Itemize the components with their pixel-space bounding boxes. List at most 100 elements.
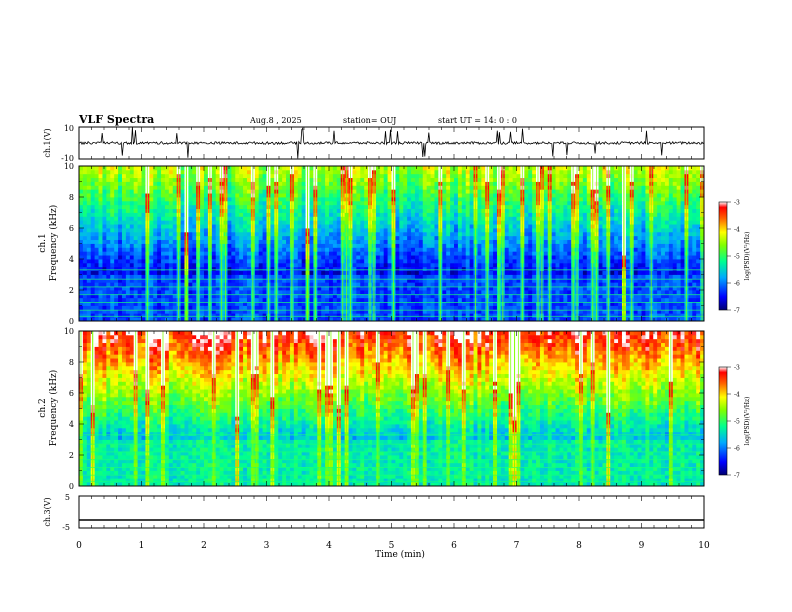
- spectrogram-cell: [329, 251, 334, 256]
- spectrogram-cell: [94, 231, 99, 237]
- spectrogram-cell: [692, 305, 697, 310]
- spectrogram-cell: [321, 274, 326, 279]
- spectrogram-cell: [668, 262, 674, 268]
- spectrogram-cell: [563, 235, 568, 241]
- spectrogram-cell: [426, 208, 431, 213]
- spectrogram-cell: [645, 259, 650, 264]
- spectrogram-cell: [133, 251, 138, 256]
- spectrogram-cell: [512, 297, 517, 303]
- spectrogram-cell: [121, 208, 127, 213]
- spectrogram-cell: [180, 251, 185, 256]
- spectrogram-cell: [204, 243, 209, 248]
- spectrogram-cell: [637, 224, 642, 229]
- spectrogram-cell: [192, 208, 197, 213]
- spectrogram-cell: [457, 282, 463, 287]
- spectrogram-cell: [567, 262, 572, 268]
- spectrogram-cell: [672, 274, 678, 279]
- spectrogram-cell: [461, 251, 467, 256]
- spectrogram-cell: [211, 239, 217, 244]
- spectrogram-cell: [86, 255, 92, 260]
- spectrogram-cell: [477, 262, 482, 268]
- spectrogram-cell: [430, 255, 435, 260]
- spectrogram-cell: [153, 212, 158, 217]
- spectrogram-cell: [403, 301, 408, 306]
- spectrogram-cell: [329, 286, 334, 291]
- spectrogram-cell: [129, 305, 135, 310]
- spectrogram-cell: [457, 216, 463, 221]
- spectrogram-cell: [422, 251, 428, 256]
- spectrogram-cell: [118, 262, 123, 268]
- spectrogram-cell: [121, 228, 127, 233]
- spectrogram-cell: [254, 278, 260, 283]
- spectrogram-cell: [329, 274, 334, 279]
- spectrogram-cell: [110, 259, 115, 264]
- spectrogram-cell: [672, 247, 678, 252]
- spectrogram-cell: [430, 224, 435, 229]
- spectrogram-cell: [309, 305, 314, 310]
- spectrogram-cell: [364, 282, 369, 287]
- spectrogram-cell: [696, 204, 701, 210]
- spectrogram-cell: [180, 255, 185, 260]
- spectrogram-cell: [118, 251, 123, 256]
- spectrogram-cell: [133, 297, 138, 303]
- spectrogram-cell: [149, 208, 154, 213]
- spectrogram-cell: [90, 259, 96, 264]
- spectrogram-cell: [395, 297, 400, 303]
- spectrogram-cell: [286, 247, 291, 252]
- spectrogram-cell: [543, 251, 549, 256]
- spectrogram-cell: [641, 282, 646, 287]
- spectrogram-cell: [254, 220, 260, 225]
- spectrogram-cell: [317, 228, 322, 233]
- spectrogram-cell: [168, 212, 174, 217]
- spectrogram-cell: [137, 290, 142, 295]
- spectrogram-cell: [672, 220, 678, 225]
- spectrogram-cell: [602, 282, 607, 287]
- spectrogram-cell: [133, 228, 138, 233]
- spectrogram-cell: [254, 251, 260, 256]
- spectrogram-cell: [457, 220, 463, 225]
- spectrogram-cell: [692, 228, 697, 233]
- spectrogram-cell: [493, 290, 498, 295]
- spectrogram-cell: [567, 313, 572, 318]
- spectrogram-cell: [118, 204, 123, 210]
- spectrogram-cell: [688, 235, 693, 241]
- spectrogram-cell: [239, 224, 244, 229]
- spectrogram-cell: [227, 313, 232, 318]
- spectrogram-cell: [559, 293, 564, 299]
- spectrogram-cell: [528, 255, 533, 260]
- spectrogram-cell: [692, 235, 697, 241]
- spectrogram-cell: [504, 293, 510, 299]
- spectrogram-cell: [512, 278, 517, 283]
- spectrogram-cell: [321, 251, 326, 256]
- spectrogram-cell: [465, 317, 471, 322]
- spectrogram-cell: [688, 282, 693, 287]
- spectrogram-cell: [664, 220, 670, 225]
- spectrogram-cell: [309, 200, 314, 206]
- spectrogram-cell: [680, 278, 685, 283]
- spectrogram-cell: [422, 255, 428, 260]
- spectrogram-cell: [454, 259, 459, 264]
- spectrogram-cell: [235, 262, 240, 268]
- spectrogram-cell: [90, 262, 96, 268]
- spectrogram-cell: [102, 290, 107, 295]
- spectrogram-cell: [508, 282, 513, 287]
- spectrogram-cell: [450, 301, 455, 306]
- spectrogram-cell: [180, 224, 185, 229]
- spectrogram-cell: [258, 216, 263, 221]
- spectrogram-cell: [407, 220, 412, 225]
- spectrogram-cell: [446, 251, 451, 256]
- spectrogram-cell: [133, 262, 138, 268]
- spectrogram-cell: [125, 286, 131, 291]
- spectrogram-cell: [282, 251, 287, 256]
- spectrogram-cell: [532, 224, 537, 229]
- spectrogram-cell: [336, 286, 342, 291]
- spectrogram-cell: [516, 317, 521, 322]
- spectrogram-cell: [567, 266, 572, 272]
- spectrogram-cell: [489, 224, 494, 229]
- spectrogram-cell: [227, 266, 232, 272]
- spectrogram-cell: [188, 224, 193, 229]
- spectrogram-cell: [317, 290, 322, 295]
- spectrogram-cell: [387, 216, 392, 221]
- spectrogram-cell: [153, 204, 158, 210]
- spectrogram-cell: [192, 266, 197, 272]
